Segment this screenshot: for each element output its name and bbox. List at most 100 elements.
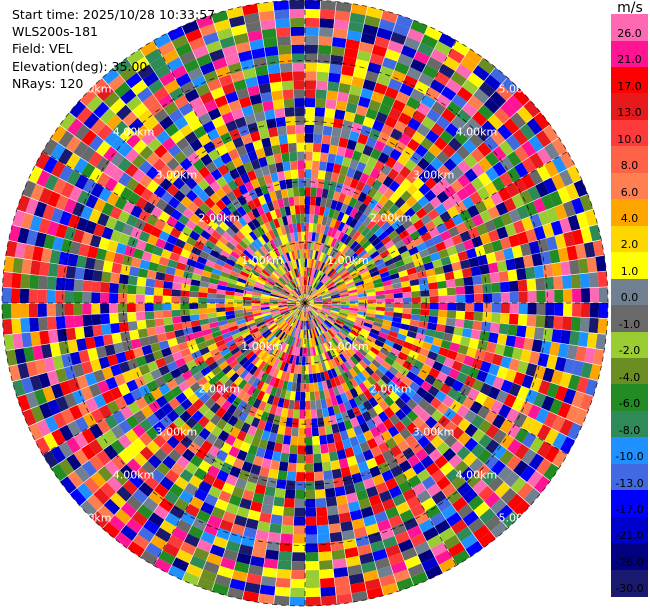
velocity-gate (208, 485, 222, 499)
velocity-gate (247, 150, 258, 162)
velocity-gate (106, 192, 120, 206)
velocity-gate (457, 250, 469, 262)
velocity-gate (306, 285, 310, 295)
velocity-gate (447, 226, 460, 238)
velocity-gate (283, 286, 292, 293)
velocity-gate (282, 287, 291, 294)
velocity-gate (147, 454, 162, 469)
velocity-gate (138, 109, 154, 125)
velocity-gate (138, 230, 151, 243)
velocity-gate (391, 234, 402, 245)
velocity-gate (394, 338, 405, 347)
velocity-gate (427, 275, 437, 284)
velocity-gate (209, 347, 221, 357)
velocity-gate (283, 343, 289, 353)
velocity-gate (345, 319, 355, 325)
velocity-gate (429, 296, 439, 303)
velocity-gate (225, 368, 236, 379)
velocity-gate (504, 369, 517, 383)
velocity-gate (551, 329, 562, 343)
velocity-gate (187, 441, 201, 455)
velocity-gate (305, 489, 316, 500)
velocity-gate (136, 320, 147, 330)
velocity-gate (322, 307, 331, 312)
velocity-gate (484, 74, 502, 91)
velocity-gate (249, 327, 259, 335)
velocity-gate (289, 444, 298, 455)
velocity-gate (499, 449, 515, 466)
velocity-gate (127, 284, 137, 295)
velocity-gate (86, 95, 103, 113)
velocity-gate (81, 460, 98, 477)
velocity-gate (291, 561, 305, 571)
velocity-gate (84, 220, 97, 235)
velocity-gate (390, 560, 408, 574)
velocity-gate (272, 237, 280, 248)
velocity-gate (579, 194, 593, 212)
velocity-gate (499, 236, 512, 250)
velocity-gate (314, 116, 325, 126)
velocity-gate (305, 472, 315, 482)
velocity-gate (356, 433, 367, 445)
velocity-gate (252, 139, 264, 151)
velocity-gate (305, 356, 309, 366)
velocity-gate (394, 397, 406, 409)
velocity-gate (308, 311, 313, 320)
colorbar-segment (611, 225, 648, 253)
velocity-gate (295, 115, 305, 125)
velocity-gate (191, 350, 202, 360)
velocity-gate (153, 33, 171, 49)
velocity-gate (301, 311, 304, 321)
velocity-gate (562, 316, 572, 331)
velocity-gate (365, 70, 379, 83)
velocity-gate (380, 221, 391, 232)
velocity-gate (98, 237, 110, 250)
velocity-gate (360, 32, 376, 45)
velocity-gate (301, 285, 304, 295)
velocity-gate (552, 450, 568, 468)
velocity-gate (249, 130, 261, 142)
velocity-gate (494, 481, 511, 498)
velocity-gate (50, 143, 66, 161)
velocity-gate (260, 213, 269, 224)
velocity-gate (377, 565, 394, 579)
velocity-gate (135, 303, 145, 312)
velocity-gate (17, 362, 30, 380)
velocity-gate (43, 357, 56, 373)
velocity-gate (65, 135, 82, 153)
velocity-gate (253, 538, 268, 550)
velocity-gate (294, 498, 305, 508)
velocity-gate (243, 334, 253, 342)
velocity-gate (172, 316, 182, 324)
velocity-gate (209, 249, 220, 259)
velocity-gate (432, 234, 444, 245)
velocity-gate (360, 328, 371, 336)
velocity-gate (67, 214, 81, 229)
velocity-gate (124, 163, 139, 178)
velocity-gate (287, 133, 297, 144)
velocity-gate (384, 86, 399, 100)
velocity-gate (224, 306, 235, 312)
velocity-gate (305, 383, 310, 393)
velocity-gate (478, 419, 492, 434)
velocity-gate (356, 286, 366, 292)
velocity-gate (293, 309, 300, 318)
velocity-gate (93, 394, 107, 409)
velocity-gate (368, 198, 379, 210)
velocity-gate (207, 128, 220, 141)
velocity-gate (470, 177, 485, 191)
velocity-gate (229, 578, 246, 591)
velocity-gate (536, 303, 546, 316)
velocity-gate (437, 428, 451, 442)
velocity-gate (420, 309, 430, 316)
velocity-gate (276, 340, 283, 350)
velocity-gate (323, 207, 331, 217)
velocity-gate (58, 441, 74, 459)
velocity-gate (125, 443, 140, 458)
velocity-gate (320, 289, 329, 295)
colorbar-segment (611, 305, 648, 332)
velocity-gate (354, 385, 364, 396)
velocity-gate (428, 227, 440, 238)
velocity-gate (364, 243, 375, 253)
velocity-gate (328, 72, 341, 83)
